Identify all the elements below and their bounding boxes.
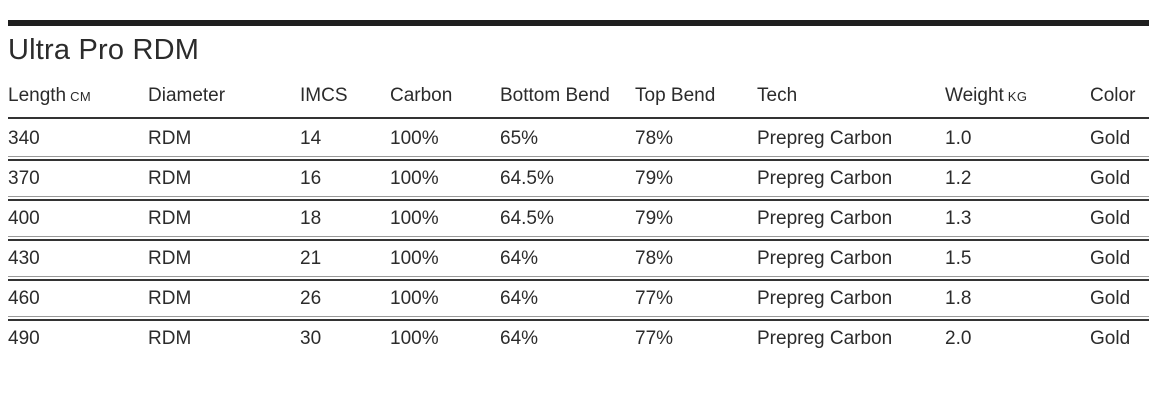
unit-suffix-length: CM	[70, 88, 92, 104]
cell-bottom-bend: 64.5%	[500, 158, 635, 197]
table-row: 460 RDM 26 100% 64% 77% Prepreg Carbon 1.8 Gold	[8, 278, 1149, 317]
cell-color: Gold	[1090, 278, 1149, 317]
table-row: 370 RDM 16 100% 64.5% 79% Prepreg Carbon 1.2 Gol…	[8, 158, 1149, 197]
cell-weight: 1.8	[945, 278, 1090, 317]
cell-top-bend: 78%	[635, 238, 757, 277]
cell-length: 460	[8, 278, 148, 317]
column-header-color: Color	[1090, 75, 1149, 119]
cell-top-bend: 77%	[635, 318, 757, 356]
cell-bottom-bend: 64%	[500, 238, 635, 277]
cell-weight: 1.5	[945, 238, 1090, 277]
column-label: Tech	[757, 84, 798, 106]
column-label: Bottom Bend	[500, 84, 610, 106]
column-label: IMCS	[300, 84, 348, 106]
cell-color: Gold	[1090, 158, 1149, 197]
cell-bottom-bend: 64%	[500, 278, 635, 317]
cell-diameter: RDM	[148, 318, 300, 356]
cell-top-bend: 79%	[635, 198, 757, 237]
column-label: Weight	[945, 84, 1004, 106]
column-label: Color	[1090, 84, 1136, 106]
column-label: Top Bend	[635, 84, 716, 106]
cell-top-bend: 77%	[635, 278, 757, 317]
top-divider-bar	[8, 20, 1149, 26]
cell-length: 340	[8, 121, 148, 157]
cell-imcs: 21	[300, 238, 390, 277]
cell-length: 370	[8, 158, 148, 197]
spec-table-header: Length CM Diameter IMCS Carbon Bottom Bend Top…	[8, 75, 1149, 119]
cell-diameter: RDM	[148, 158, 300, 197]
cell-carbon: 100%	[390, 121, 500, 157]
cell-bottom-bend: 64.5%	[500, 198, 635, 237]
column-label: Carbon	[390, 84, 453, 106]
spec-table-body: 340 RDM 14 100% 65% 78% Prepreg Carbon 1.0 Gold 3…	[8, 121, 1149, 356]
cell-tech: Prepreg Carbon	[757, 198, 945, 237]
cell-tech: Prepreg Carbon	[757, 158, 945, 197]
cell-color: Gold	[1090, 238, 1149, 277]
cell-carbon: 100%	[390, 198, 500, 237]
table-row: 490 RDM 30 100% 64% 77% Prepreg Carbon 2.0 Gold	[8, 318, 1149, 356]
header-row: Length CM Diameter IMCS Carbon Bottom Bend Top…	[8, 75, 1149, 119]
cell-bottom-bend: 65%	[500, 121, 635, 157]
cell-length: 400	[8, 198, 148, 237]
cell-weight: 1.2	[945, 158, 1090, 197]
cell-diameter: RDM	[148, 278, 300, 317]
column-header-bottom-bend: Bottom Bend	[500, 75, 635, 119]
column-header-tech: Tech	[757, 75, 945, 119]
cell-carbon: 100%	[390, 318, 500, 356]
cell-imcs: 30	[300, 318, 390, 356]
cell-length: 430	[8, 238, 148, 277]
cell-top-bend: 78%	[635, 121, 757, 157]
column-header-carbon: Carbon	[390, 75, 500, 119]
page-title: Ultra Pro RDM	[8, 34, 200, 66]
table-row: 430 RDM 21 100% 64% 78% Prepreg Carbon 1.5 Gold	[8, 238, 1149, 277]
cell-tech: Prepreg Carbon	[757, 238, 945, 277]
cell-top-bend: 79%	[635, 158, 757, 197]
cell-color: Gold	[1090, 198, 1149, 237]
column-header-weight: Weight KG	[945, 75, 1090, 119]
cell-weight: 1.3	[945, 198, 1090, 237]
cell-imcs: 16	[300, 158, 390, 197]
cell-diameter: RDM	[148, 121, 300, 157]
cell-imcs: 14	[300, 121, 390, 157]
cell-tech: Prepreg Carbon	[757, 278, 945, 317]
column-label: Length	[8, 84, 67, 106]
table-row: 400 RDM 18 100% 64.5% 79% Prepreg Carbon 1.3 Gol…	[8, 198, 1149, 237]
cell-color: Gold	[1090, 318, 1149, 356]
cell-bottom-bend: 64%	[500, 318, 635, 356]
cell-tech: Prepreg Carbon	[757, 318, 945, 356]
cell-imcs: 18	[300, 198, 390, 237]
cell-carbon: 100%	[390, 238, 500, 277]
mast-spec-table: Length CM Diameter IMCS Carbon Bottom Bend Top…	[8, 73, 1149, 358]
cell-length: 490	[8, 318, 148, 356]
cell-diameter: RDM	[148, 198, 300, 237]
cell-weight: 2.0	[945, 318, 1090, 356]
column-header-imcs: IMCS	[300, 75, 390, 119]
table-row: 340 RDM 14 100% 65% 78% Prepreg Carbon 1.0 Gold	[8, 121, 1149, 157]
cell-carbon: 100%	[390, 158, 500, 197]
column-header-length: Length CM	[8, 75, 148, 119]
unit-suffix-weight: KG	[1007, 88, 1028, 104]
cell-color: Gold	[1090, 121, 1149, 157]
cell-imcs: 26	[300, 278, 390, 317]
cell-tech: Prepreg Carbon	[757, 121, 945, 157]
column-label: Diameter	[148, 84, 226, 106]
cell-weight: 1.0	[945, 121, 1090, 157]
column-header-top-bend: Top Bend	[635, 75, 757, 119]
cell-diameter: RDM	[148, 238, 300, 277]
column-header-diameter: Diameter	[148, 75, 300, 119]
cell-carbon: 100%	[390, 278, 500, 317]
